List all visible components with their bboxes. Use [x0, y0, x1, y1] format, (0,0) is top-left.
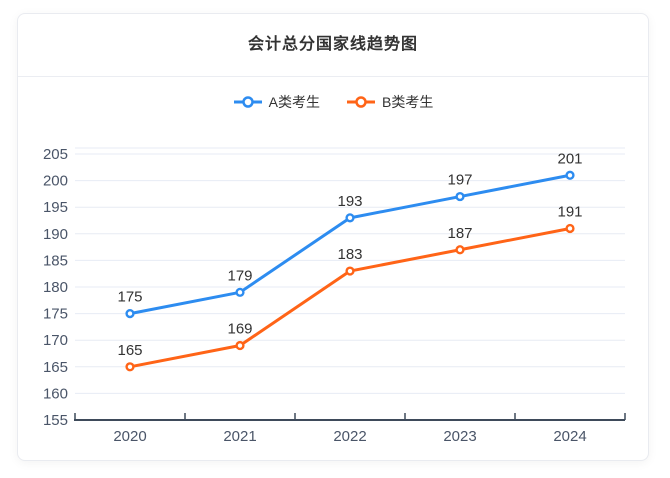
chart-title: 会计总分国家线趋势图: [247, 36, 418, 53]
chart-legend: A类考生 B类考生: [18, 92, 648, 112]
data-point-label: 183: [337, 246, 362, 263]
data-point[interactable]: [455, 245, 465, 255]
x-tick-label: 2024: [553, 428, 586, 445]
legend-line-marker-icon: [347, 96, 375, 108]
data-point-label: 193: [337, 193, 362, 210]
x-tick-label: 2020: [113, 428, 146, 445]
y-tick-label: 180: [43, 279, 68, 296]
y-tick-label: 195: [43, 199, 68, 216]
data-point[interactable]: [125, 309, 135, 319]
data-point[interactable]: [235, 340, 245, 351]
x-tick-label: 2023: [443, 428, 476, 445]
x-tick-label: 2022: [333, 428, 366, 445]
data-point-label: 169: [227, 321, 252, 338]
x-tick-label: 2021: [223, 428, 256, 445]
data-point-label: 187: [447, 225, 472, 242]
data-point[interactable]: [235, 287, 245, 297]
chart-section: A类考生 B类考生 155 160 165 170 175 180 185 190 195 200 2…: [18, 77, 648, 460]
trend-chart-svg: 155 160 165 170 175 180 185 190 195 200 205 2020 202…: [43, 146, 626, 445]
y-tick-label: 165: [43, 359, 68, 376]
data-point-label: 197: [447, 172, 472, 189]
y-tick-label: 170: [43, 332, 68, 349]
data-point-label: 165: [117, 342, 142, 359]
chart-card: 会计总分国家线趋势图 A类考生 B类考生 155 160 165 170 175 180 18…: [17, 13, 649, 461]
y-tick-label: 190: [43, 226, 68, 243]
legend-item-0[interactable]: A类考生: [233, 92, 320, 112]
y-tick-label: 160: [43, 385, 68, 402]
data-point-label: 179: [227, 267, 252, 284]
y-tick-label: 185: [43, 252, 68, 269]
y-tick-label: 205: [43, 146, 68, 163]
legend-item-label: A类考生: [268, 94, 320, 110]
data-point[interactable]: [125, 362, 135, 372]
data-point[interactable]: [345, 213, 355, 223]
data-point[interactable]: [565, 170, 575, 180]
y-tick-label: 200: [43, 173, 68, 190]
y-tick-label: 175: [43, 306, 68, 323]
data-point-label: 175: [117, 289, 142, 306]
legend-item-1[interactable]: B类考生: [346, 92, 433, 112]
y-tick-label: 155: [43, 412, 68, 429]
data-point-label: 201: [557, 150, 582, 167]
legend-item-label: B类考生: [382, 94, 434, 110]
data-point-label: 191: [557, 203, 582, 220]
data-point[interactable]: [455, 191, 465, 202]
legend-line-marker-icon: [233, 96, 262, 108]
data-point[interactable]: [565, 223, 575, 234]
title-divider: [18, 76, 648, 77]
data-point[interactable]: [345, 266, 355, 276]
